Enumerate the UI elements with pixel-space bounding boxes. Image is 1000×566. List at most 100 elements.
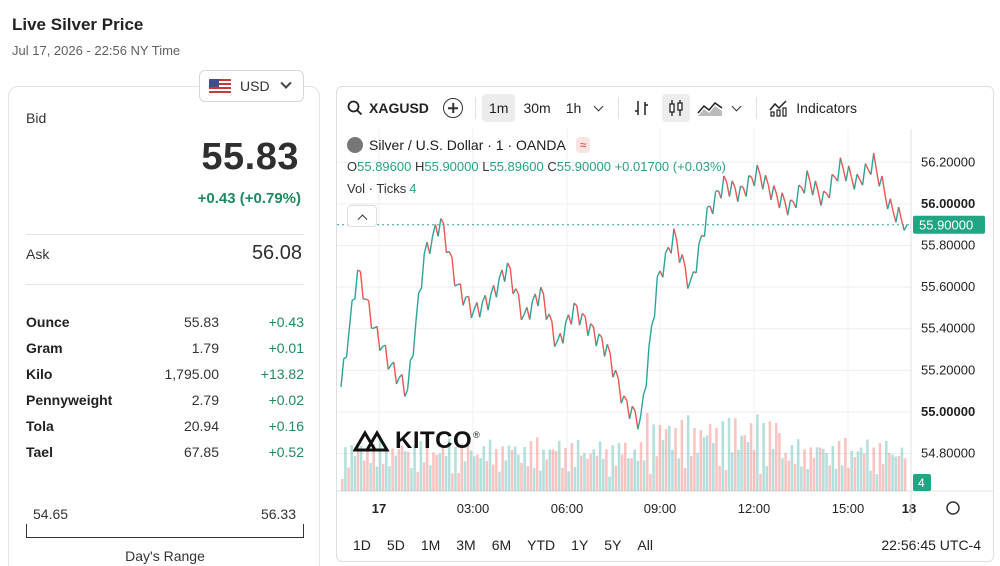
- price-segment: [595, 333, 600, 347]
- volume-bar: [447, 438, 451, 491]
- volume-bar: [903, 458, 907, 491]
- price-segment: [467, 296, 473, 319]
- volume-bar: [545, 459, 548, 491]
- unit-price: 1.79: [191, 340, 219, 356]
- volume-bar: [897, 455, 901, 491]
- volume-bar: [891, 454, 894, 491]
- price-segment: [612, 369, 617, 378]
- volume-bar: [655, 456, 658, 491]
- settings-gear-icon[interactable]: [946, 501, 960, 515]
- price-segment: [509, 268, 514, 294]
- bid-change: +0.43 (+0.79%): [197, 190, 301, 207]
- symbol-search[interactable]: XAGUSD: [347, 100, 431, 116]
- high-value: 55.90000: [424, 159, 479, 174]
- interval-chevron-down-icon[interactable]: [593, 101, 604, 111]
- range-all-button[interactable]: All: [637, 537, 653, 553]
- bid-label: Bid: [26, 110, 47, 126]
- price-segment: [506, 262, 511, 269]
- volume-bar: [504, 460, 508, 491]
- volume-bar: [668, 425, 671, 491]
- days-range-label: Day's Range: [125, 548, 205, 564]
- interval-1h-button[interactable]: 1h: [565, 100, 582, 116]
- price-segment: [520, 314, 525, 321]
- chart-type-chevron-down-icon[interactable]: [731, 101, 742, 111]
- price-segment: [492, 285, 498, 298]
- chevron-up-icon: [357, 213, 367, 224]
- price-chart[interactable]: 54.80000 55.00000 55.20000 55.40000 55.60000…: [337, 129, 993, 527]
- volume-bar: [721, 421, 725, 491]
- price-segment: [570, 303, 575, 325]
- price-segment: [695, 243, 700, 274]
- price-segment: [900, 219, 905, 231]
- volume-bar: [649, 473, 652, 491]
- chart-legend: Silver / U.S. Dollar · 1 · OANDA ≈: [347, 137, 591, 153]
- unit-row-tael: Tael 67.85 +0.52: [26, 439, 306, 465]
- price-segment: [881, 175, 886, 194]
- volume-bar: [646, 413, 649, 491]
- volume-bar: [611, 445, 614, 491]
- area-chart-type-icon[interactable]: [696, 94, 724, 122]
- price-segment: [756, 164, 761, 175]
- volume-bar: [768, 421, 772, 491]
- volume-value: 4: [409, 181, 417, 196]
- price-segment: [476, 302, 481, 318]
- price-segment: [853, 173, 858, 190]
- candlestick-chart-type-icon[interactable]: [662, 94, 691, 122]
- symbol-label: XAGUSD: [369, 100, 429, 116]
- price-segment: [528, 300, 534, 320]
- unit-price-table: Ounce 55.83 +0.43 Gram 1.79 +0.01 Kilo 1…: [26, 309, 306, 465]
- price-segment: [609, 353, 614, 378]
- volume-bar: [875, 474, 879, 491]
- indicators-icon: [769, 100, 787, 117]
- volume-bar: [705, 435, 709, 491]
- volume-bar: [636, 460, 640, 491]
- price-segment: [623, 395, 628, 401]
- volume-bar: [356, 445, 360, 491]
- volume-bar: [803, 449, 806, 491]
- price-segment: [787, 199, 792, 216]
- price-segment: [759, 173, 764, 190]
- currency-dropdown[interactable]: USD: [199, 70, 304, 102]
- price-segment: [412, 321, 417, 356]
- interval-30m-button[interactable]: 30m: [523, 100, 551, 116]
- x-tick-label: 06:00: [551, 501, 584, 516]
- interval-1m-button[interactable]: 1m: [482, 94, 516, 122]
- volume-bar: [674, 428, 677, 491]
- range-1m-button[interactable]: 1M: [420, 537, 441, 553]
- indicators-button[interactable]: Indicators: [769, 99, 857, 117]
- price-segment: [836, 157, 842, 182]
- volume-bar: [844, 437, 847, 491]
- x-tick-label: 17: [372, 501, 386, 516]
- volume-bar: [454, 447, 457, 491]
- price-segment: [562, 321, 567, 344]
- y-tick-label: 55.00000: [921, 404, 975, 419]
- volume-bar: [866, 439, 869, 491]
- price-segment: [653, 276, 658, 317]
- price-segment: [551, 321, 556, 347]
- us-flag-icon: [209, 79, 231, 93]
- volume-bar: [818, 447, 822, 491]
- collapse-legend-button[interactable]: [347, 205, 377, 227]
- volume-bar: [532, 468, 536, 491]
- unit-change: +0.43: [268, 314, 304, 330]
- bar-chart-type-icon[interactable]: [628, 94, 656, 122]
- price-segment: [642, 386, 647, 395]
- volume-bar: [620, 454, 624, 491]
- range-5d-button[interactable]: 5D: [386, 537, 405, 553]
- range-6m-button[interactable]: 6M: [491, 537, 512, 553]
- volume-bar: [498, 471, 501, 491]
- range-ytd-button[interactable]: YTD: [527, 537, 556, 553]
- volume-bar: [441, 445, 445, 491]
- unit-row-kilo: Kilo 1,795.00 +13.82: [26, 361, 306, 387]
- range-5y-button[interactable]: 5Y: [604, 537, 622, 553]
- range-3m-button[interactable]: 3M: [456, 537, 476, 553]
- add-symbol-icon[interactable]: [443, 98, 463, 118]
- range-1d-button[interactable]: 1D: [353, 537, 371, 553]
- price-segment: [767, 184, 772, 200]
- price-segment: [678, 254, 683, 263]
- volume-bar: [702, 437, 706, 491]
- volume-bar: [872, 447, 875, 491]
- price-segment: [343, 356, 347, 360]
- range-1y-button[interactable]: 1Y: [571, 537, 589, 553]
- price-segment: [798, 184, 803, 188]
